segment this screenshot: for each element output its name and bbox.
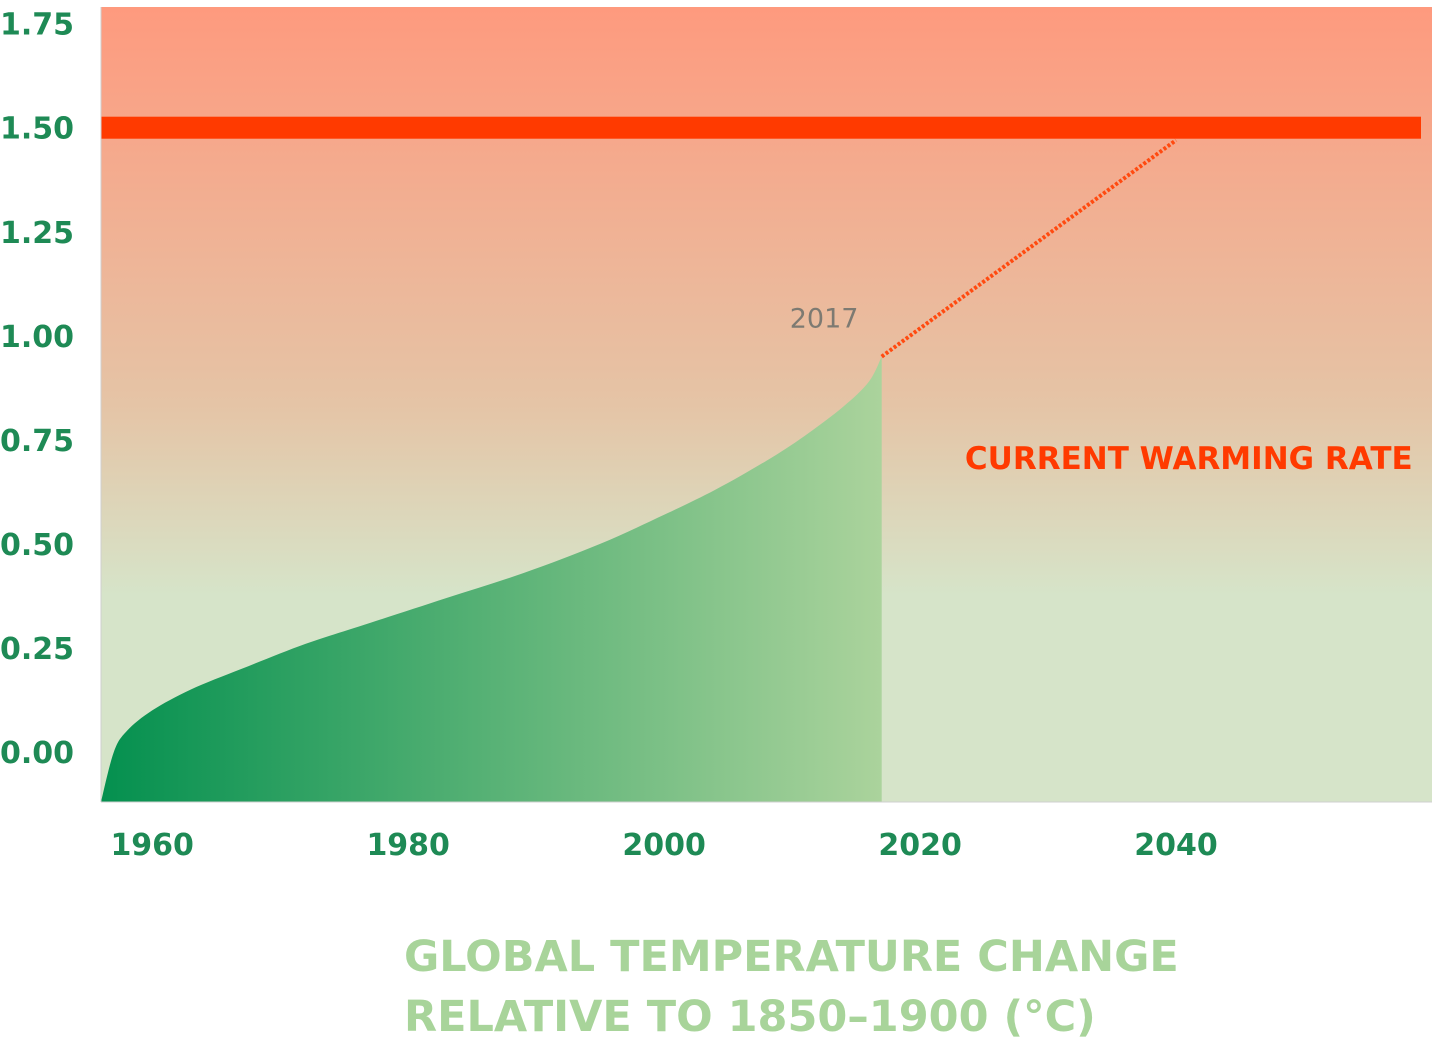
y-tick-label: 0.75 <box>0 424 74 459</box>
lines-layer <box>101 116 1421 359</box>
temperature-area <box>101 356 882 802</box>
x-tick-label: 2020 <box>878 828 962 863</box>
y-tick-label: 1.00 <box>0 320 74 355</box>
x-tick-label: 1980 <box>366 828 450 863</box>
annotations: 2017 CURRENT WARMING RATE <box>790 304 1413 478</box>
x-tick-label: 1960 <box>110 828 194 863</box>
y-tick-label: 1.75 <box>0 8 74 43</box>
annotation-current-warming-rate: CURRENT WARMING RATE <box>965 441 1413 477</box>
y-tick-labels: 0.00 0.25 0.50 0.75 1.00 1.25 1.50 1.75 <box>0 8 74 771</box>
y-tick-label: 1.50 <box>0 112 74 147</box>
y-tick-label: 0.00 <box>0 736 74 771</box>
y-tick-label: 1.25 <box>0 216 74 251</box>
x-tick-label: 2000 <box>622 828 706 863</box>
y-tick-label: 0.25 <box>0 632 74 667</box>
threshold-bar <box>101 116 1421 139</box>
x-tick-label: 2040 <box>1134 828 1218 863</box>
annotation-2017: 2017 <box>790 304 859 335</box>
area-layer <box>101 356 882 802</box>
projection-line <box>880 138 1178 359</box>
chart-title-line-2: RELATIVE TO 1850–1900 (°C) <box>404 992 1096 1042</box>
x-tick-labels: 1960 1980 2000 2020 2040 <box>110 828 1217 863</box>
chart-title-line-1: GLOBAL TEMPERATURE CHANGE <box>404 932 1179 982</box>
y-tick-label: 0.50 <box>0 528 74 563</box>
